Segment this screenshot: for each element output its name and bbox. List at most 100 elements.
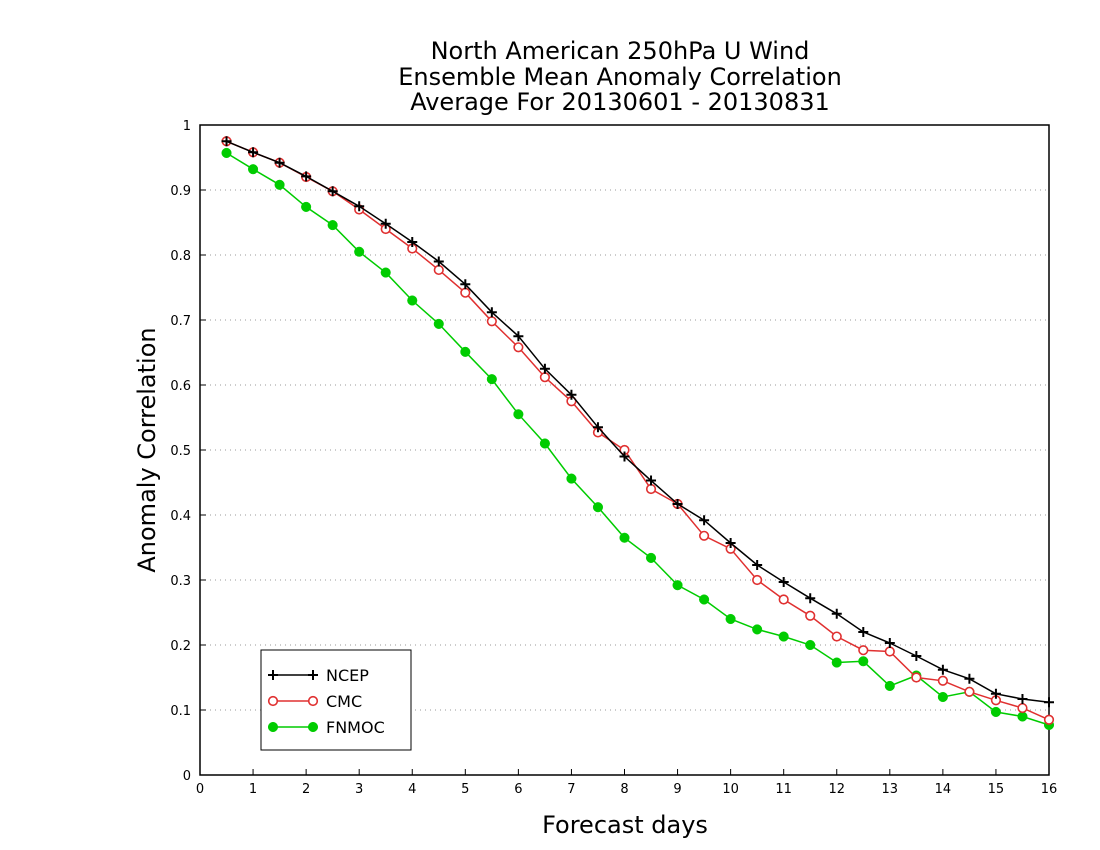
point-fnmoc-0 — [221, 147, 232, 158]
point-fnmoc-17 — [672, 580, 683, 591]
point-fnmoc-24 — [858, 656, 869, 667]
point-fnmoc-23 — [831, 657, 842, 668]
point-cmc-18 — [698, 530, 710, 541]
point-ncep-29 — [990, 688, 1001, 699]
x-tick-label-12: 12 — [828, 782, 845, 797]
x-tick-label-9: 9 — [673, 782, 681, 797]
y-tick-label-8: 0.8 — [170, 249, 191, 264]
chart-title-line-1: North American 250hPa U Wind — [431, 37, 810, 65]
point-ncep-21 — [778, 576, 789, 587]
legend-label-ncep: NCEP — [326, 666, 369, 685]
point-cmc-23 — [831, 631, 842, 642]
x-tick-label-7: 7 — [567, 782, 575, 797]
point-fnmoc-13 — [566, 473, 577, 484]
series-ncep — [221, 136, 1054, 708]
legend-entry-cmc: CMC — [267, 692, 362, 711]
point-cmc-11 — [513, 342, 524, 353]
chart-title-line-3: Average For 20130601 - 20130831 — [410, 88, 830, 116]
legend-label-fnmoc: FNMOC — [326, 718, 385, 737]
x-axis-label: Forecast days — [542, 811, 708, 839]
point-fnmoc-5 — [354, 246, 365, 257]
legend-marker-end-cmc — [307, 695, 319, 707]
point-ncep-16 — [646, 475, 657, 486]
y-tick-label-6: 0.6 — [170, 379, 191, 394]
point-cmc-26 — [911, 672, 922, 683]
point-ncep-20 — [752, 560, 763, 571]
y-tick-label-1: 0.1 — [170, 704, 191, 719]
point-ncep-26 — [911, 651, 922, 662]
point-ncep-3 — [301, 171, 312, 182]
point-ncep-2 — [274, 157, 285, 168]
point-fnmoc-3 — [301, 201, 312, 212]
x-tick-label-13: 13 — [882, 782, 899, 797]
point-fnmoc-2 — [274, 179, 285, 190]
axes: 0 1 2 3 4 5 6 7 8 9 10 11 12 13 14 15 1600.10.20.30.40.5… — [170, 119, 1057, 797]
point-ncep-12 — [539, 363, 550, 374]
legend-label-cmc: CMC — [326, 692, 362, 711]
point-cmc-31 — [1043, 714, 1055, 725]
x-tick-label-8: 8 — [620, 782, 628, 797]
point-ncep-28 — [964, 673, 975, 684]
point-ncep-27 — [937, 664, 948, 675]
point-ncep-7 — [407, 237, 418, 247]
x-tick-label-11: 11 — [775, 782, 792, 797]
x-tick-label-10: 10 — [722, 782, 739, 797]
y-tick-label-10: 1 — [183, 119, 191, 134]
point-ncep-30 — [1017, 693, 1028, 704]
point-cmc-9 — [460, 287, 471, 298]
y-tick-label-3: 0.3 — [170, 574, 191, 589]
point-cmc-24 — [858, 645, 869, 656]
point-fnmoc-1 — [248, 164, 259, 175]
point-fnmoc-29 — [990, 706, 1001, 718]
point-cmc-25 — [884, 646, 895, 657]
series-line-ncep — [226, 140, 1050, 703]
point-cmc-30 — [1017, 702, 1028, 714]
point-fnmoc-22 — [805, 639, 816, 651]
point-fnmoc-6 — [380, 267, 391, 278]
point-ncep-4 — [327, 186, 338, 197]
legend-box — [260, 649, 412, 751]
point-ncep-22 — [805, 593, 816, 604]
point-cmc-12 — [539, 372, 551, 383]
point-cmc-21 — [778, 594, 789, 605]
x-tick-label-3: 3 — [355, 782, 363, 797]
point-fnmoc-25 — [884, 680, 895, 692]
x-tick-label-1: 1 — [249, 782, 257, 797]
point-fnmoc-8 — [433, 318, 444, 329]
point-fnmoc-16 — [645, 552, 657, 563]
point-cmc-8 — [433, 264, 444, 276]
y-tick-label-5: 0.5 — [170, 444, 191, 459]
data-series — [221, 136, 1055, 731]
point-fnmoc-15 — [619, 532, 630, 543]
x-tick-label-4: 4 — [408, 782, 416, 797]
point-ncep-24 — [858, 627, 869, 637]
y-tick-label-2: 0.2 — [170, 639, 191, 654]
point-ncep-31 — [1044, 697, 1054, 708]
x-tick-label-2: 2 — [302, 782, 310, 797]
x-tick-label-14: 14 — [935, 782, 952, 797]
point-cmc-27 — [937, 675, 948, 686]
point-fnmoc-10 — [486, 374, 497, 385]
x-tick-label-16: 16 — [1041, 782, 1058, 797]
legend-marker-start-ncep — [268, 670, 278, 680]
chart-title: North American 250hPa U Wind Ensemble Me… — [398, 37, 842, 116]
point-fnmoc-12 — [539, 438, 550, 449]
legend-marker-start-fnmoc — [267, 721, 279, 733]
legend-marker-end-fnmoc — [307, 721, 319, 733]
point-ncep-23 — [831, 608, 842, 619]
point-fnmoc-27 — [937, 691, 948, 703]
legend-marker-start-cmc — [267, 695, 279, 707]
point-ncep-10 — [486, 307, 497, 318]
legend-entry-ncep: NCEP — [268, 666, 369, 685]
series-line-fnmoc — [226, 152, 1050, 726]
point-ncep-9 — [460, 279, 471, 290]
point-fnmoc-9 — [460, 346, 471, 357]
legend-marker-end-ncep — [308, 670, 318, 680]
x-tick-label-5: 5 — [461, 782, 469, 797]
point-cmc-16 — [645, 483, 657, 495]
point-fnmoc-19 — [725, 613, 736, 625]
point-ncep-25 — [884, 638, 895, 649]
y-tick-label-7: 0.7 — [170, 314, 191, 329]
point-fnmoc-11 — [513, 409, 524, 420]
